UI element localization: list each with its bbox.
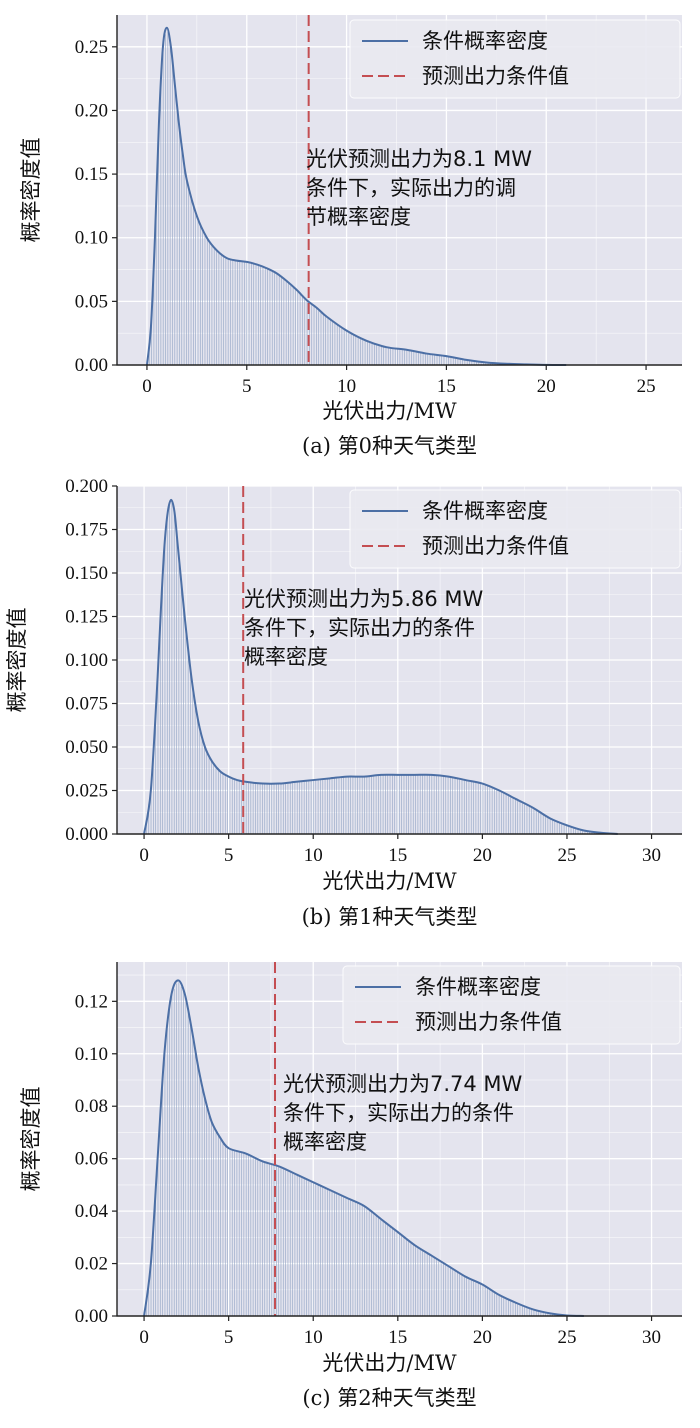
y-tick-label: 0.200 (65, 476, 108, 497)
y-tick-label: 0.00 (75, 1306, 108, 1327)
y-tick-label: 0.050 (65, 737, 108, 758)
y-tick-label: 0.02 (75, 1254, 108, 1275)
x-tick-label: 0 (142, 376, 152, 397)
x-tick-label: 10 (337, 376, 356, 397)
legend-label-condition: 预测出力条件值 (422, 534, 569, 558)
chart-panel-1: 0 5 10 15 20 25 30 0.000 0.025 0.050 0.075 0.100 0.1… (5, 476, 682, 929)
x-tick-label: 0 (139, 845, 149, 866)
y-tick-label: 0.025 (65, 781, 108, 802)
legend-box (349, 489, 681, 569)
annotation-line: 条件下，实际出力的条件 (244, 616, 475, 640)
annotation-line: 节概率密度 (306, 205, 411, 229)
figure-caption: (a) 第0种天气类型 (302, 434, 477, 458)
y-tick-label: 0.00 (75, 355, 108, 376)
x-tick-label: 20 (473, 845, 492, 866)
annotation-line: 光伏预测出力为7.74 MW (283, 1072, 523, 1096)
legend-label-density: 条件概率密度 (422, 499, 548, 523)
x-tick-label: 10 (304, 845, 323, 866)
legend-box (342, 965, 681, 1045)
y-tick-label: 0.20 (75, 100, 108, 121)
x-axis-label: 光伏出力/MW (322, 399, 457, 423)
x-tick-label: 5 (224, 1327, 234, 1348)
y-tick-label: 0.25 (75, 37, 108, 58)
annotation-line: 条件下，实际出力的条件 (283, 1101, 514, 1125)
x-axis-label: 光伏出力/MW (322, 1351, 457, 1375)
annotation-line: 概率密度 (283, 1130, 367, 1154)
y-tick-label: 0.04 (75, 1201, 109, 1222)
x-tick-label: 20 (537, 376, 556, 397)
y-axis-label: 概率密度值 (19, 138, 43, 243)
density-hatch (146, 982, 584, 1316)
annotation-line: 概率密度 (244, 645, 328, 669)
density-curve (143, 498, 618, 835)
annotation-line: 光伏预测出力为5.86 MW (244, 587, 484, 611)
y-tick-label: 0.175 (65, 520, 108, 541)
density-curve (143, 979, 584, 1317)
y-tick-label: 0.05 (75, 291, 108, 312)
x-tick-label: 25 (557, 1327, 576, 1348)
density-hatch (148, 32, 565, 365)
chart-panel-0: 0 5 10 15 20 250.000.050.100.150.200.25概率密度值光… (19, 15, 682, 458)
x-tick-label: 10 (304, 1327, 323, 1348)
x-tick-label: 0 (139, 1327, 149, 1348)
figure-caption: (c) 第2种天气类型 (302, 1386, 476, 1410)
y-tick-label: 0.08 (75, 1096, 108, 1117)
figure-caption: (b) 第1种天气类型 (302, 905, 478, 929)
x-tick-label: 5 (242, 376, 252, 397)
y-tick-label: 0.000 (65, 824, 108, 845)
y-tick-label: 0.075 (65, 694, 108, 715)
annotation-line: 光伏预测出力为8.1 MW (306, 147, 532, 171)
legend-box (349, 19, 681, 99)
x-tick-label: 20 (473, 1327, 492, 1348)
x-tick-label: 5 (224, 845, 234, 866)
chart-panel-2: 0 5 10 15 20 25 30 0.00 0.02 0.04 0.06 0.08 0.10 0.12… (19, 962, 682, 1410)
x-tick-label: 30 (642, 1327, 661, 1348)
annotation-line: 条件下，实际出力的调 (306, 176, 516, 200)
legend-label-condition: 预测出力条件值 (415, 1010, 562, 1034)
y-tick-label: 0.125 (65, 607, 108, 628)
legend-label-density: 条件概率密度 (422, 29, 548, 53)
y-tick-label: 0.15 (75, 164, 108, 185)
x-tick-label: 15 (388, 1327, 407, 1348)
legend-label-condition: 预测出力条件值 (422, 64, 569, 88)
x-tick-label: 25 (557, 845, 576, 866)
y-axis-label: 概率密度值 (5, 608, 29, 713)
x-tick-label: 15 (437, 376, 456, 397)
legend-label-density: 条件概率密度 (415, 975, 541, 999)
y-tick-label: 0.100 (65, 650, 108, 671)
y-tick-label: 0.10 (75, 228, 108, 249)
density-curve (145, 26, 567, 366)
y-tick-label: 0.06 (75, 1149, 108, 1170)
y-tick-label: 0.150 (65, 563, 108, 584)
y-tick-label: 0.12 (75, 991, 108, 1012)
y-axis-label: 概率密度值 (19, 1087, 43, 1192)
x-tick-label: 30 (642, 845, 661, 866)
x-axis-label: 光伏出力/MW (322, 869, 457, 893)
y-tick-label: 0.10 (75, 1044, 108, 1065)
x-tick-label: 25 (637, 376, 656, 397)
x-tick-label: 15 (388, 845, 407, 866)
